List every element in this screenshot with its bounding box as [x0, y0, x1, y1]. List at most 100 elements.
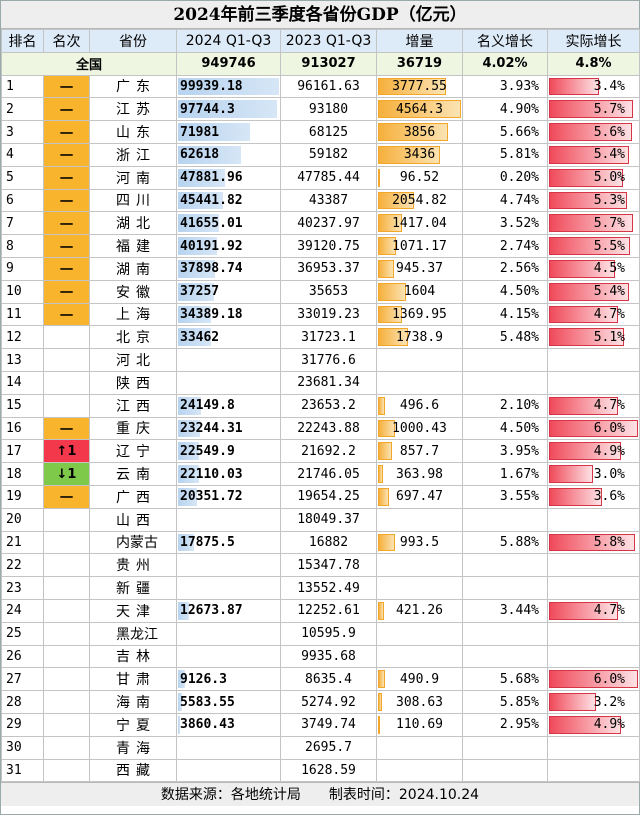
gdp2024-cell-text: 37257: [180, 284, 220, 300]
gdp2024-bar: [178, 693, 182, 711]
increase-cell-text: 1738.9: [396, 329, 443, 345]
rank-cell: 30: [1, 735, 44, 760]
nominal-growth-cell: 4.15%: [462, 302, 548, 327]
gdp2024-bar: [178, 715, 181, 734]
increase-cell: 3856: [376, 120, 463, 144]
increase-cell: 1417.04: [376, 211, 463, 236]
col-header-gdp2023[interactable]: 2023 Q1-Q3: [280, 29, 377, 53]
col-header-rank[interactable]: 排名: [1, 29, 44, 53]
gdp2024-cell-text: 97744.3: [180, 101, 235, 117]
col-header-increase[interactable]: 增量: [376, 29, 463, 53]
increase-cell-text: 96.52: [399, 170, 440, 186]
rank-change-badge: 一: [43, 416, 90, 441]
increase-cell-text: 697.47: [396, 489, 443, 505]
increase-cell: 1071.17: [376, 234, 463, 258]
province-cell: 吉林: [89, 644, 177, 669]
nominal-growth-cell: 5.88%: [462, 530, 548, 555]
province-cell: 云南: [89, 462, 177, 486]
gdp2023-cell: 68125: [280, 120, 377, 144]
table-row: 4 一浙江 62618 59182 3436 5.81% 5.4%: [1, 142, 640, 167]
increase-bar: [378, 77, 447, 96]
increase-cell-text: 490.9: [399, 671, 440, 687]
province-cell: 北京: [89, 325, 177, 350]
rank-cell: 6: [1, 188, 44, 213]
gdp2024-cell-text: 41655.01: [180, 215, 243, 231]
table-row: 28 海南 5583.55 5274.92 308.63 5.85% 3.2%: [1, 690, 640, 714]
increase-bar: [378, 100, 461, 119]
gdp2024-cell: 22110.03: [176, 462, 281, 486]
nominal-growth-cell: [462, 370, 548, 395]
gdp2024-cell-text: 99939.18: [180, 78, 243, 94]
table-row: 31 西藏 1628.59: [1, 758, 640, 783]
gdp2023-cell: 18049.37: [280, 507, 377, 532]
gdp2024-cell-text: 71981: [180, 124, 220, 140]
gdp2024-cell: 3860.43: [176, 712, 281, 737]
table-row: 19 一广西 20351.72 19654.25 697.47 3.55% 3.6%: [1, 484, 640, 509]
col-header-nominal[interactable]: 名义增长: [462, 29, 548, 53]
real-growth-cell: 3.4%: [547, 74, 640, 99]
gdp-table: 排名 名次 省份 2024 Q1-Q3 2023 Q1-Q3 增量 名义增长 实…: [1, 29, 640, 783]
rank-cell: 19: [1, 484, 44, 509]
col-header-gdp2024[interactable]: 2024 Q1-Q3: [176, 29, 281, 53]
gdp2024-cell: 62618: [176, 142, 281, 167]
nominal-growth-cell: 4.50%: [462, 279, 548, 304]
rank-change-badge: 一: [43, 484, 90, 509]
real-growth-cell-text: 3.6%: [593, 489, 625, 505]
nominal-growth-cell: 2.74%: [462, 234, 548, 258]
total-gdp2023: 913027: [280, 51, 377, 76]
gdp2024-cell: 23244.31: [176, 416, 281, 441]
province-cell: 甘肃: [89, 667, 177, 692]
nominal-growth-cell: [462, 507, 548, 532]
table-row: 14 陕西 23681.34: [1, 370, 640, 395]
real-growth-cell: 5.5%: [547, 234, 640, 258]
total-real: 4.8%: [547, 51, 640, 76]
real-growth-bar: [549, 396, 619, 415]
real-growth-cell-text: 5.6%: [593, 124, 625, 140]
increase-cell: [376, 553, 463, 578]
rank-cell: 9: [1, 256, 44, 281]
gdp2024-cell-text: 24149.8: [180, 398, 235, 414]
gdp2024-cell-text: 3860.43: [180, 717, 235, 733]
province-cell: 辽宁: [89, 439, 177, 464]
gdp2024-cell: [176, 370, 281, 395]
nominal-growth-cell: 3.93%: [462, 74, 548, 99]
real-growth-cell-text: 5.4%: [593, 147, 625, 163]
rank-change-badge: [43, 507, 90, 532]
gdp2023-cell: 43387: [280, 188, 377, 213]
real-growth-cell: [547, 621, 640, 646]
rank-cell: 29: [1, 712, 44, 737]
gdp2024-cell-text: 22549.9: [180, 443, 235, 459]
rank-cell: 25: [1, 621, 44, 646]
gdp2023-cell: 10595.9: [280, 621, 377, 646]
real-growth-cell: 5.4%: [547, 142, 640, 167]
gdp2024-cell-text: 20351.72: [180, 489, 243, 505]
rank-cell: 26: [1, 644, 44, 669]
real-growth-cell: 5.8%: [547, 530, 640, 555]
gdp2024-bar: [178, 533, 195, 552]
col-header-real[interactable]: 实际增长: [547, 29, 640, 53]
increase-cell: 1369.95: [376, 302, 463, 327]
real-growth-cell: 5.7%: [547, 97, 640, 122]
col-header-province[interactable]: 省份: [89, 29, 177, 53]
increase-bar: [378, 168, 380, 187]
nominal-growth-cell: 4.50%: [462, 416, 548, 441]
rank-cell: 16: [1, 416, 44, 441]
rank-cell: 4: [1, 142, 44, 167]
rank-change-badge: 一: [43, 165, 90, 190]
gdp2024-bar: [178, 77, 279, 96]
increase-cell-text: 945.37: [396, 261, 443, 277]
gdp2024-cell: 47881.96: [176, 165, 281, 190]
increase-bar: [378, 191, 415, 210]
increase-cell: [376, 348, 463, 372]
col-header-change[interactable]: 名次: [43, 29, 90, 53]
real-growth-cell: [547, 758, 640, 783]
province-cell: 内蒙古: [89, 530, 177, 555]
rank-change-badge: [43, 348, 90, 372]
table-row: 20 山西 18049.37: [1, 507, 640, 532]
rank-change-badge: [43, 370, 90, 395]
real-growth-cell: 4.5%: [547, 256, 640, 281]
real-growth-bar: [549, 693, 596, 711]
increase-cell-text: 363.98: [396, 466, 443, 482]
province-cell: 四川: [89, 188, 177, 213]
